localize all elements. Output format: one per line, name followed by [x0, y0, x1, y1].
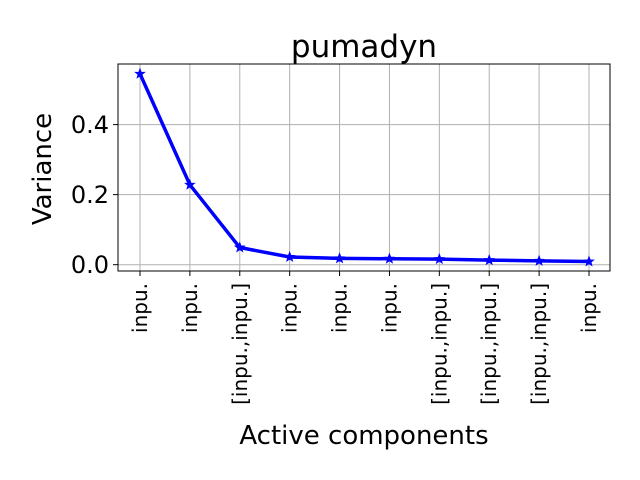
x-axis-ticks: inpu. inpu. [inpu.,inpu.] inpu. inpu. inpu. [i… — [128, 271, 601, 405]
data-point — [134, 67, 146, 79]
data-point — [583, 255, 595, 267]
data-point — [483, 253, 496, 266]
x-tick-label: inpu. — [377, 283, 401, 333]
x-tick-label: inpu. — [278, 283, 302, 333]
x-tick-label: inpu. — [328, 283, 352, 333]
y-tick-label: 0.2 — [71, 181, 109, 209]
x-tick-label: [inpu.,inpu.] — [427, 283, 451, 405]
y-gridlines — [118, 124, 610, 266]
y-axis-label: Variance — [28, 113, 58, 225]
series-layer — [134, 67, 595, 267]
x-tick-label: inpu. — [128, 283, 152, 333]
data-point — [433, 252, 446, 265]
data-point — [333, 252, 346, 264]
x-tick-label: [inpu.,inpu.] — [228, 283, 252, 405]
data-point — [283, 250, 296, 262]
x-tick-label: [inpu.,inpu.] — [477, 283, 501, 405]
data-point — [184, 178, 196, 190]
x-axis-label: Active components — [239, 421, 488, 451]
x-tick-label: [inpu.,inpu.] — [527, 283, 551, 405]
data-point — [233, 241, 246, 253]
y-tick-label: 0.4 — [71, 111, 109, 139]
x-tick-label: inpu. — [178, 283, 202, 333]
data-point — [533, 254, 545, 266]
x-gridlines — [139, 64, 590, 271]
x-tick-label: inpu. — [577, 283, 601, 333]
series-line — [138, 72, 591, 264]
chart-title: pumadyn — [291, 29, 437, 65]
y-tick-label: 0.0 — [71, 251, 109, 279]
plot-frame — [117, 63, 611, 272]
data-point — [383, 252, 396, 264]
y-axis-ticks: 0.0 0.2 0.4 — [71, 111, 118, 279]
